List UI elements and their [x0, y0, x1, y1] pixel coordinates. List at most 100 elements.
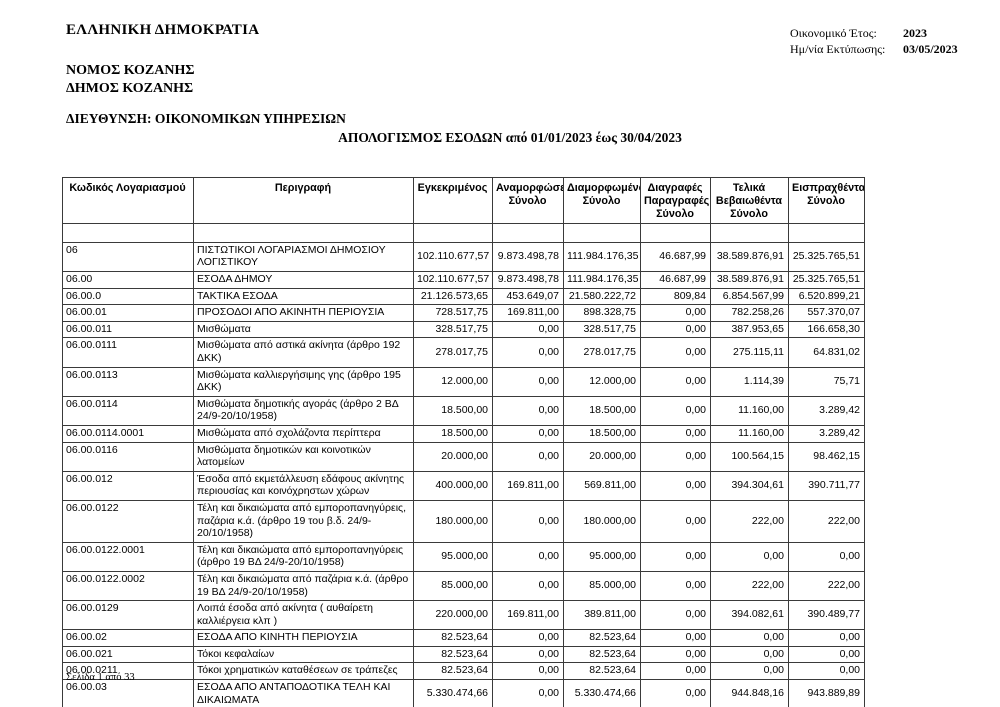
account-code-cell: 06.00.0114	[62, 395, 194, 426]
adjusted-cell: 95.000,00	[563, 541, 641, 572]
adjusted-cell: 111.984.176,35	[563, 241, 641, 273]
amendments-cell: 0,00	[492, 662, 564, 681]
col-header-approved: Εγκεκριμένος	[413, 177, 493, 224]
writeoffs-cell: 0,00	[640, 629, 711, 647]
final-certified-cell: 0,00	[710, 541, 789, 572]
amendments-cell: 0,00	[492, 629, 564, 647]
approved-cell: 728.517,75	[413, 304, 493, 322]
description-cell: Τέλη και δικαιώματα από παζάρια κ.ά. (άρ…	[193, 570, 414, 602]
description-cell: Μισθώματα καλλιεργήσιμης γης (άρθρο 195 …	[193, 366, 414, 397]
approved-cell: 82.523,64	[413, 645, 493, 664]
col-header-description: Περιγραφή	[193, 177, 414, 224]
adjusted-cell: 898.328,75	[563, 304, 641, 322]
table-row: 06.00.03 ΕΣΟΔΑ ΑΠΟ ΑΝΤΑΠΟΔΟΤΙΚΑ ΤΕΛΗ ΚΑΙ…	[62, 679, 865, 707]
collected-cell: 6.520.899,21	[788, 287, 865, 306]
amendments-cell: 0,00	[492, 441, 564, 472]
approved-cell: 21.126.573,65	[413, 287, 493, 306]
amendments-cell: 0,00	[492, 499, 564, 543]
fiscal-year-label: Οικονομικό Έτος:	[790, 26, 877, 40]
final-certified-cell: 394.304,61	[710, 470, 789, 501]
approved-cell: 18.500,00	[413, 395, 493, 426]
table-row: 06.00.0111 Μισθώματα από αστικά ακίνητα …	[62, 337, 865, 368]
amendments-cell: 0,00	[492, 337, 564, 368]
table-row: 06.00.0129 Λοιπά έσοδα από ακίνητα ( αυθ…	[62, 600, 865, 631]
writeoffs-cell: 809,84	[640, 287, 711, 306]
description-cell: Μισθώματα από σχολάζοντα περίπτερα	[193, 424, 414, 443]
final-certified-cell: 1.114,39	[710, 366, 789, 397]
account-code-cell: 06.00.03	[62, 679, 194, 707]
fiscal-year-value: 2023	[903, 26, 927, 40]
final-certified-cell: 0,00	[710, 662, 789, 681]
state-name: ΕΛΛΗΝΙΚΗ ΔΗΜΟΚΡΑΤΙΑ	[66, 22, 260, 38]
account-code-cell: 06.00.0122.0002	[62, 570, 194, 602]
adjusted-cell: 180.000,00	[563, 499, 641, 543]
description-cell: ΕΣΟΔΑ ΔΗΜΟΥ	[193, 271, 414, 289]
adjusted-cell: 389.811,00	[563, 600, 641, 631]
final-certified-cell: 100.564,15	[710, 441, 789, 472]
description-cell: ΕΣΟΔΑ ΑΠΟ ΚΙΝΗΤΗ ΠΕΡΙΟΥΣΙΑ	[193, 629, 414, 647]
prefecture-name: ΝΟΜΟΣ ΚΟΖΑΝΗΣ	[66, 63, 195, 78]
final-certified-cell: 0,00	[710, 645, 789, 664]
description-cell: ΕΣΟΔΑ ΑΠΟ ΑΝΤΑΠΟΔΟΤΙΚΑ ΤΕΛΗ ΚΑΙ ΔΙΚΑΙΩΜΑ…	[193, 679, 414, 707]
spacer-row	[62, 222, 865, 243]
final-certified-cell: 222,00	[710, 499, 789, 543]
approved-cell: 220.000,00	[413, 600, 493, 631]
col-header-final-certified-total: Τελικά Βεβαιωθέντα Σύνολο	[710, 177, 789, 224]
writeoffs-cell: 46.687,99	[640, 241, 711, 273]
description-cell: Τόκοι κεφαλαίων	[193, 645, 414, 664]
amendments-cell: 0,00	[492, 366, 564, 397]
department-line: ΔΙΕΥΘΥΝΣΗ: ΟΙΚΟΝΟΜΙΚΩΝ ΥΠΗΡΕΣΙΩΝ	[66, 111, 346, 126]
account-code-cell: 06.00.0113	[62, 366, 194, 397]
adjusted-cell: 82.523,64	[563, 645, 641, 664]
approved-cell: 5.330.474,66	[413, 679, 493, 707]
approved-cell: 18.500,00	[413, 424, 493, 443]
writeoffs-cell: 0,00	[640, 541, 711, 572]
page-number: Σελίδα 1 από 33	[66, 672, 135, 683]
account-code-cell: 06.00.0	[62, 287, 194, 306]
account-code-cell: 06.00.0122	[62, 499, 194, 543]
approved-cell: 180.000,00	[413, 499, 493, 543]
approved-cell: 102.110.677,57	[413, 271, 493, 289]
final-certified-cell: 782.258,26	[710, 304, 789, 322]
account-code-cell: 06.00.012	[62, 470, 194, 501]
amendments-cell: 0,00	[492, 320, 564, 339]
amendments-cell: 169.811,00	[492, 470, 564, 501]
print-date-label: Ημ/νία Εκτύπωσης:	[790, 42, 886, 56]
table-row: 06.00.02 ΕΣΟΔΑ ΑΠΟ ΚΙΝΗΤΗ ΠΕΡΙΟΥΣΙΑ 82.5…	[62, 629, 865, 647]
approved-cell: 85.000,00	[413, 570, 493, 602]
col-header-writeoffs-total: Διαγραφές Παραγραφές Σύνολο	[640, 177, 711, 224]
table-row: 06.00.0211 Τόκοι χρηματικών καταθέσεων σ…	[62, 662, 865, 681]
print-date-value: 03/05/2023	[903, 42, 958, 56]
col-header-adjusted-total: Διαμορφωμένος Σύνολο	[563, 177, 641, 224]
table-row: 06.00.0116 Μισθώματα δημοτικών και κοινο…	[62, 441, 865, 472]
collected-cell: 943.889,89	[788, 679, 865, 707]
collected-cell: 98.462,15	[788, 441, 865, 472]
account-code-cell: 06.00.0114.0001	[62, 424, 194, 443]
writeoffs-cell: 0,00	[640, 395, 711, 426]
adjusted-cell: 18.500,00	[563, 395, 641, 426]
adjusted-cell: 5.330.474,66	[563, 679, 641, 707]
approved-cell: 102.110.677,57	[413, 241, 493, 273]
account-code-cell: 06.00.0129	[62, 600, 194, 631]
table-row: 06.00.012 Έσοδα από εκμετάλλευση εδάφους…	[62, 470, 865, 501]
collected-cell: 0,00	[788, 662, 865, 681]
approved-cell: 82.523,64	[413, 629, 493, 647]
adjusted-cell: 18.500,00	[563, 424, 641, 443]
table-row: 06.00.0114.0001 Μισθώματα από σχολάζοντα…	[62, 424, 865, 443]
final-certified-cell: 11.160,00	[710, 424, 789, 443]
state-header: ΕΛΛΗΝΙΚΗ ΔΗΜΟΚΡΑΤΙΑ	[66, 22, 259, 39]
collected-cell: 390.489,77	[788, 600, 865, 631]
collected-cell: 0,00	[788, 629, 865, 647]
adjusted-cell: 12.000,00	[563, 366, 641, 397]
amendments-cell: 0,00	[492, 424, 564, 443]
approved-cell: 82.523,64	[413, 662, 493, 681]
approved-cell: 20.000,00	[413, 441, 493, 472]
account-code-cell: 06.00.021	[62, 645, 194, 664]
account-code-cell: 06.00.011	[62, 320, 194, 339]
final-certified-cell: 394.082,61	[710, 600, 789, 631]
account-code-cell: 06	[62, 241, 194, 273]
municipality-name: ΔΗΜΟΣ ΚΟΖΑΝΗΣ	[66, 81, 194, 96]
description-cell: Μισθώματα από αστικά ακίνητα (άρθρο 192 …	[193, 337, 414, 368]
table-row: 06.00.0122 Τέλη και δικαιώματα από εμπορ…	[62, 499, 865, 543]
